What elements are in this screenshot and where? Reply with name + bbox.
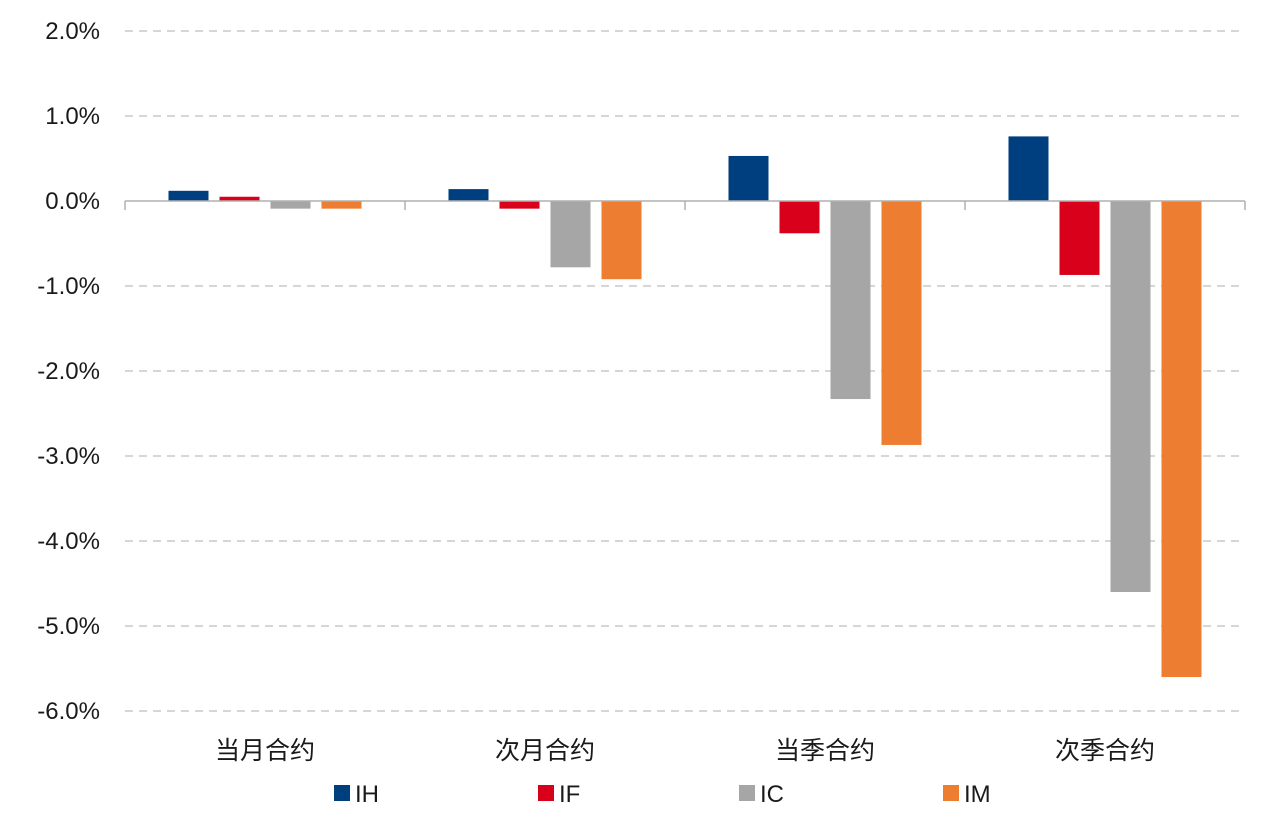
y-tick-label: 2.0% — [45, 18, 100, 45]
legend-swatch — [538, 785, 554, 801]
x-category-label: 次季合约 — [1055, 736, 1155, 765]
bar-if-1 — [219, 196, 260, 201]
legend-label: IM — [964, 781, 991, 808]
gridlines — [125, 30, 1245, 712]
bar-ih-2 — [448, 189, 489, 201]
y-tick-label: -2.0% — [37, 358, 100, 385]
x-category-label: 当月合约 — [215, 736, 315, 765]
bar-im-3 — [881, 201, 922, 445]
y-tick-label: 0.0% — [45, 188, 100, 215]
bar-ih-4 — [1008, 136, 1049, 201]
bar-if-4 — [1059, 201, 1100, 275]
y-tick-label: 1.0% — [45, 103, 100, 130]
legend-item-ih: IH — [334, 781, 379, 808]
x-axis-category-labels: 当月合约 次月合约 当季合约 次季合约 — [215, 736, 1155, 765]
bar-ic-3 — [830, 201, 871, 400]
bar-ic-2 — [550, 201, 591, 268]
legend: IH IF IC IM — [334, 781, 991, 808]
y-tick-label: -1.0% — [37, 273, 100, 300]
legend-item-im: IM — [943, 781, 991, 808]
bar-im-4 — [1161, 201, 1202, 677]
bar-ic-4 — [1110, 201, 1151, 592]
bar-im-1 — [321, 201, 362, 209]
bars — [168, 136, 1202, 677]
legend-swatch — [334, 785, 350, 801]
y-tick-label: -4.0% — [37, 528, 100, 555]
legend-swatch — [739, 785, 755, 801]
legend-item-if: IF — [538, 781, 580, 808]
bar-if-2 — [499, 201, 540, 209]
legend-item-ic: IC — [739, 781, 784, 808]
y-axis-tick-labels: 2.0% 1.0% 0.0% -1.0% -2.0% -3.0% -4.0% -5.0% -6.… — [37, 18, 100, 725]
bar-ih-3 — [728, 155, 769, 201]
x-axis — [124, 200, 1246, 210]
y-tick-label: -5.0% — [37, 613, 100, 640]
x-category-label: 次月合约 — [495, 736, 595, 765]
legend-label: IF — [559, 781, 580, 808]
bar-ic-1 — [270, 201, 311, 209]
bar-if-3 — [779, 201, 820, 234]
x-category-label: 当季合约 — [775, 736, 875, 765]
y-tick-label: -3.0% — [37, 443, 100, 470]
legend-label: IC — [760, 781, 784, 808]
bar-ih-1 — [168, 190, 209, 201]
bar-im-2 — [601, 201, 642, 280]
legend-swatch — [943, 785, 959, 801]
y-tick-label: -6.0% — [37, 698, 100, 725]
legend-label: IH — [355, 781, 379, 808]
